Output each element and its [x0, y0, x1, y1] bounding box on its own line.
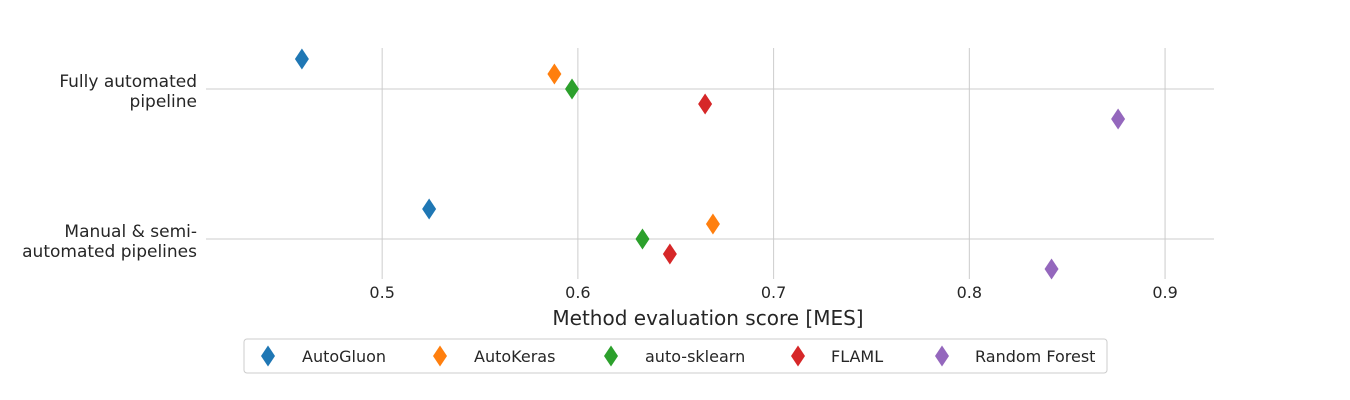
legend-marker-autogluon [261, 345, 275, 367]
legend-marker-flaml [791, 345, 805, 367]
data-point-auto-sklearn [635, 228, 650, 250]
legend-label-autogluon: AutoGluon [302, 347, 386, 366]
category-label: Fully automated pipeline [59, 72, 197, 112]
legend-frame [243, 338, 1108, 374]
x-tick-label: 0.5 [369, 283, 394, 302]
x-tick-label: 0.8 [957, 283, 982, 302]
legend-marker-random-forest [935, 345, 949, 367]
data-point-flaml [698, 93, 713, 115]
x-tick-label: 0.7 [761, 283, 786, 302]
data-point-autogluon [422, 198, 437, 220]
x-tick-labels: 0.5 0.6 0.7 0.8 0.9 [369, 283, 1177, 302]
legend-marker-autokeras [433, 345, 447, 367]
legend-marker-auto-sklearn [604, 345, 618, 367]
data-point-flaml [662, 243, 677, 265]
x-tick-label: 0.6 [565, 283, 590, 302]
data-point-autokeras [547, 63, 562, 85]
legend-label-auto-sklearn: auto-sklearn [645, 347, 745, 366]
data-point-random-forest [1044, 258, 1059, 280]
data-point-auto-sklearn [565, 78, 580, 100]
legend-label-flaml: FLAML [831, 347, 883, 366]
legend-label-autokeras: AutoKeras [474, 347, 555, 366]
data-point-autogluon [294, 48, 309, 70]
data-point-random-forest [1111, 108, 1126, 130]
data-points [294, 48, 1126, 280]
grid [206, 48, 1214, 279]
data-point-autokeras [705, 213, 720, 235]
x-tick-label: 0.9 [1152, 283, 1177, 302]
x-axis-title: Method evaluation score [MES] [552, 306, 863, 330]
legend-label-random-forest: Random Forest [975, 347, 1095, 366]
category-labels: Fully automated pipeline Manual & semi-aut… [22, 72, 197, 262]
legend: AutoGluon AutoKeras auto-sklearn FLAML Rando… [243, 338, 1108, 374]
category-label: Manual & semi-automated pipelines [22, 222, 197, 262]
